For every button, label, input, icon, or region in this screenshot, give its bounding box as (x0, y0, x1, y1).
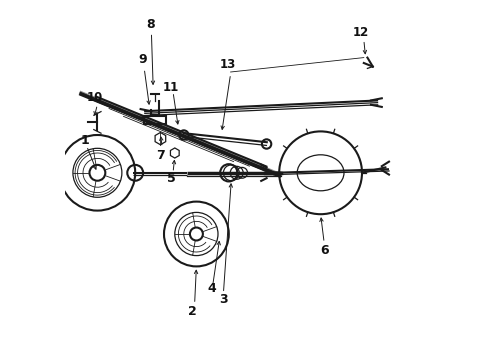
Text: 4: 4 (207, 282, 216, 295)
Text: 6: 6 (320, 244, 328, 257)
Text: 5: 5 (167, 172, 175, 185)
Text: 11: 11 (163, 81, 179, 94)
Text: 3: 3 (219, 293, 228, 306)
Text: 13: 13 (220, 58, 236, 71)
Text: 9: 9 (138, 53, 147, 66)
Text: 2: 2 (189, 305, 197, 318)
Text: 12: 12 (353, 26, 369, 39)
Text: 10: 10 (86, 91, 102, 104)
Text: 8: 8 (146, 18, 155, 31)
Text: 1: 1 (80, 134, 89, 147)
Text: 7: 7 (156, 149, 165, 162)
